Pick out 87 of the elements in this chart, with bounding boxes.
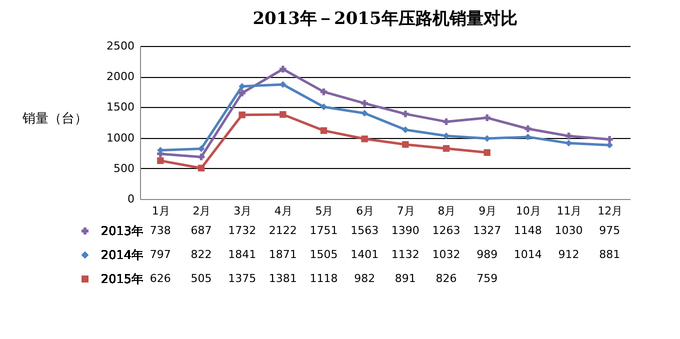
point	[238, 90, 246, 96]
point	[484, 149, 490, 156]
point	[565, 132, 572, 140]
data-label: 1032	[432, 248, 460, 261]
y-tick-label: 0	[128, 192, 134, 206]
data-label: 912	[558, 248, 580, 261]
data-label: 1118	[310, 272, 338, 285]
point	[606, 136, 613, 143]
x-tick-label: 8月	[438, 204, 456, 218]
x-tick-label: 6月	[356, 204, 374, 218]
y-tick-label: 1000	[106, 131, 134, 144]
x-tick-label: 2月	[192, 204, 211, 218]
x-tick-label: 1月	[152, 204, 170, 218]
data-label: 1871	[268, 248, 297, 261]
point	[606, 142, 613, 148]
point	[198, 145, 205, 152]
data-label: 982	[354, 272, 376, 285]
data-label: 1841	[228, 248, 256, 261]
data-label: 759	[476, 272, 498, 285]
point	[238, 82, 246, 90]
data-label: 975	[599, 224, 620, 237]
data-label: 687	[190, 224, 212, 237]
data-label: 826	[436, 272, 457, 285]
x-tick-label: 10月	[516, 204, 541, 218]
point	[157, 146, 164, 154]
data-label: 891	[394, 272, 416, 285]
x-tick-label: 4月	[274, 204, 292, 218]
data-label: 989	[476, 248, 498, 261]
data-label: 1030	[554, 224, 583, 237]
point	[280, 81, 286, 88]
point	[238, 111, 246, 118]
point	[361, 110, 368, 117]
point	[157, 157, 164, 164]
point	[484, 135, 490, 142]
x-tick-label: 12月	[598, 204, 623, 218]
x-tick-label: 11月	[556, 204, 582, 218]
data-label: 797	[150, 248, 171, 261]
legend-label: 2013年	[101, 224, 144, 238]
y-axis-title: 销量（台）	[22, 111, 88, 126]
data-label: 738	[150, 224, 171, 237]
data-label: 1263	[432, 224, 460, 237]
point	[320, 104, 328, 110]
y-tick-label: 2500	[106, 40, 134, 52]
data-label: 1148	[514, 224, 542, 237]
point	[280, 66, 286, 72]
data-label: 881	[599, 248, 620, 261]
point	[320, 88, 328, 96]
data-label: 1563	[350, 224, 379, 237]
point	[198, 164, 205, 172]
point	[280, 111, 286, 118]
point	[524, 134, 532, 140]
point	[361, 100, 368, 107]
x-tick-label: 7月	[396, 204, 415, 218]
data-label: 1327	[473, 224, 502, 237]
data-label: 1505	[310, 248, 338, 261]
legend-label: 2015年	[101, 272, 144, 286]
point	[320, 127, 328, 134]
point	[361, 136, 368, 142]
y-tick-label: 2000	[106, 70, 134, 84]
y-tick-label: 1500	[106, 100, 134, 114]
point	[442, 118, 450, 126]
data-label: 1381	[268, 272, 297, 285]
y-tick-label: 500	[114, 162, 134, 175]
data-label: 1014	[514, 248, 542, 261]
legend-label: 2014年	[101, 248, 144, 262]
data-label: 1751	[310, 224, 338, 237]
data-label: 822	[190, 248, 212, 261]
point	[484, 114, 490, 122]
data-label: 1132	[391, 248, 420, 261]
x-tick-label: 3月	[234, 204, 252, 218]
data-label: 626	[150, 272, 171, 285]
point	[402, 141, 409, 148]
data-label: 2122	[268, 224, 297, 237]
point	[198, 154, 205, 160]
point	[402, 110, 409, 118]
data-label: 1401	[350, 248, 379, 261]
data-label: 1375	[228, 272, 256, 285]
point	[442, 132, 450, 140]
chart-title: 2013年－2015年压路机销量对比	[252, 9, 518, 29]
point	[442, 145, 450, 152]
point	[402, 126, 409, 134]
data-label: 1390	[391, 224, 420, 237]
x-tick-label: 5月	[315, 204, 334, 218]
data-label: 505	[190, 272, 212, 285]
x-tick-label: 9月	[478, 204, 497, 218]
data-label: 1732	[228, 224, 256, 237]
point	[524, 125, 532, 132]
